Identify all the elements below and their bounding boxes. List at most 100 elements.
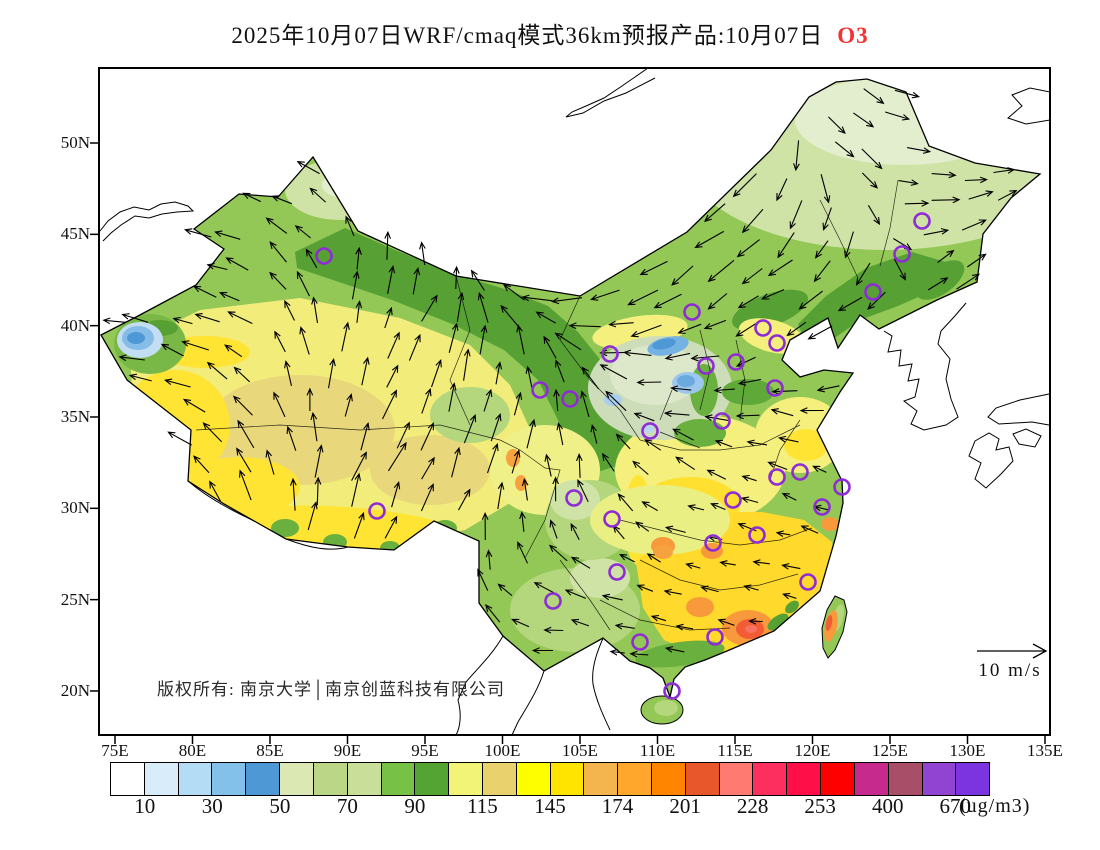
wind-arrow [570,618,590,627]
city-marker [315,247,333,265]
city-markers [315,212,931,700]
wind-arrow [194,313,220,323]
wind-arrow [632,460,649,475]
colorbar-cell-7 [347,763,382,795]
wind-arrow [752,559,770,566]
wind-arrow [497,481,505,510]
okhotsk-coast-outline [1007,87,1050,125]
city-marker [893,245,911,263]
wind-arrow [309,187,326,203]
wind-arrow [993,167,1016,174]
axis-ticks [90,142,1046,744]
wind-arrow [353,511,365,539]
wind-arrow [412,266,421,295]
wind-arrow [663,410,690,417]
wind-arrow [511,618,530,628]
field-shanxi-dark [674,419,726,447]
wind-arrow [265,449,275,475]
wind-arrow [771,388,798,395]
wind-arrow [799,407,824,414]
wind-arrow [781,563,801,570]
wind-arrow [305,248,318,269]
wind-arrow [526,418,536,449]
wind-arrow [737,295,759,309]
wind-arrow [931,196,961,204]
wind-arrow [555,359,565,383]
wind-arrow [118,354,145,362]
wind-arrow [617,493,634,512]
wind-arrow [775,530,791,537]
field-jinan-dark [722,379,774,405]
wind-arrow [448,382,457,412]
colorbar-labels: (ug/m3) 10 30 50 70 90 115 145 174 201 228 253 400 6… [110,794,1070,824]
wind-arrow [828,116,846,135]
field-orange-wuzhou [686,597,714,617]
city-marker [724,491,742,509]
wind-arrow [822,207,832,231]
wind-arrow [812,465,827,473]
wind-arrow [570,522,580,540]
wind-arrow [590,423,598,444]
wind-arrow [345,215,355,237]
city-marker [913,212,931,230]
wind-arrow [490,413,502,442]
colorbar-cell-25 [956,763,990,795]
wind-arrow [314,444,324,478]
city-marker [561,390,579,408]
wind-arrow [608,320,634,328]
wind-arrow [553,388,560,412]
wind-arrow [311,296,319,324]
lon-label-75E: 75E [101,741,129,760]
wind-arrow [853,112,875,128]
wind-arrow [554,332,582,351]
wind-arrow [907,147,932,154]
taiwan-orange-core [825,615,833,631]
wind-arrow [477,568,489,591]
wind-arrow [552,476,560,502]
city-marker [768,334,786,352]
wind-arrow [470,269,485,291]
city-marker [713,412,731,430]
colorbar-tick-70: 70 [336,794,358,818]
lon-label-105E: 105E [562,741,598,760]
city-marker [727,353,745,371]
field-north-darkgreen-band [295,228,640,472]
colorbar-cell-20 [787,763,822,795]
wind-arrow [485,603,501,623]
field-westlake-blue-core [127,332,145,344]
wind-arrow [675,456,696,471]
wind-arrow [861,148,883,170]
field-blue-lake2-core [677,375,695,387]
wind-arrow [420,483,434,512]
wind-arrow [793,140,800,172]
japan-shikoku-outline [1012,428,1042,448]
wind-arrow [396,421,410,449]
wind-arrow [961,219,987,231]
wind-arrow [609,648,625,656]
myanmar-border-outline [455,635,504,735]
islands [640,595,848,725]
colorbar-cell-4 [246,763,281,795]
wind-arrow [483,388,493,412]
wind-arrow [516,324,525,355]
title-pollutant: O3 [837,23,869,48]
colorbar-cell-22 [854,763,889,795]
map-frame [98,67,1051,736]
wind-arrow [813,260,831,283]
field-ne-darkgreen-band [798,252,946,344]
wind-arrow [633,412,655,422]
concentration-field [101,79,1040,697]
wind-arrow [172,316,193,325]
hainan-light [654,700,678,716]
wind-arrow [590,289,620,301]
wind-arrow [202,422,223,443]
wind-arrow [193,455,210,474]
wind-arrow [672,428,694,441]
wind-arrow [271,195,292,205]
wind-reference-arrow [977,643,1048,659]
wind-arrow [741,474,757,482]
wind-arrow [121,313,149,323]
wind-arrow [664,525,686,533]
wind-arrow [639,260,668,276]
city-marker [768,468,786,486]
